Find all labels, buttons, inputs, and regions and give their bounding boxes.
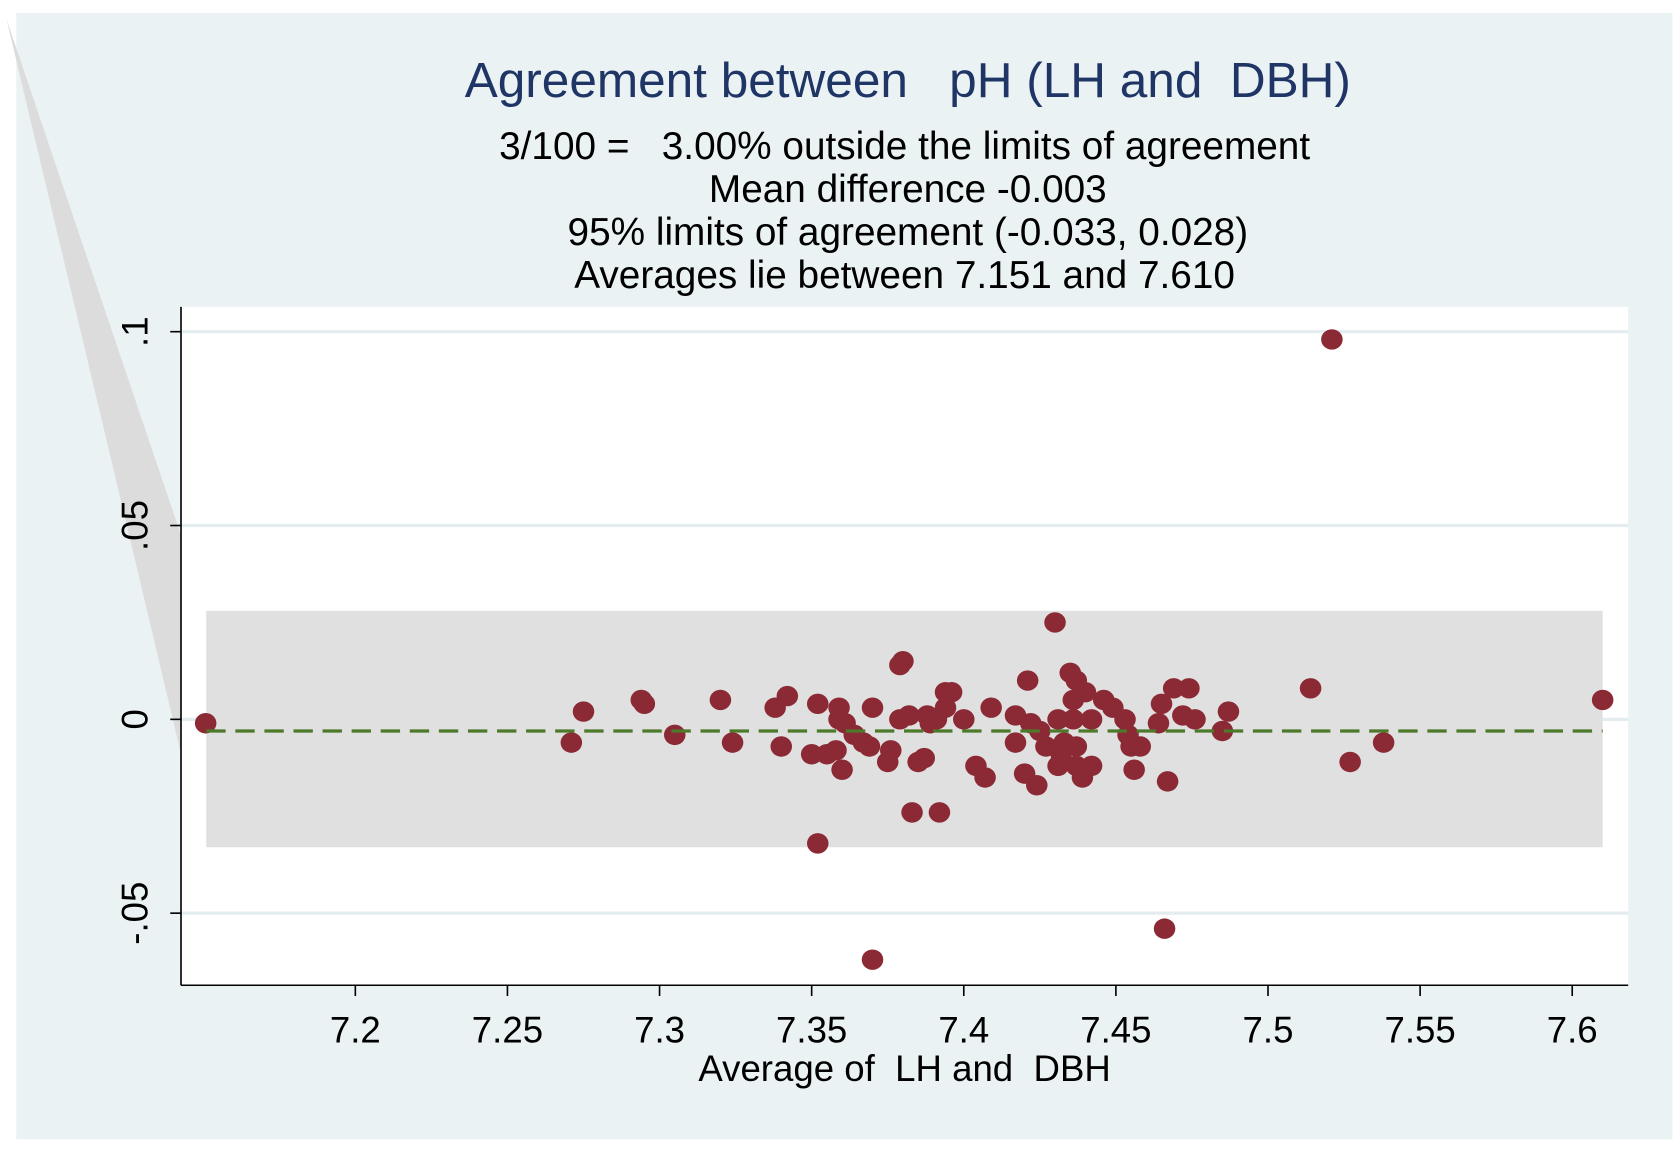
y-tick-label: 0 — [115, 709, 156, 729]
x-tick-label: 7.45 — [1080, 1009, 1151, 1050]
point — [1162, 678, 1185, 699]
point — [940, 681, 963, 703]
point — [1062, 709, 1085, 730]
point — [572, 701, 595, 722]
point — [1047, 709, 1069, 730]
point — [1029, 720, 1051, 742]
x-tick-label: 7.35 — [776, 1009, 847, 1050]
point — [861, 697, 884, 718]
x-tick-label: 7.25 — [472, 1009, 543, 1050]
point — [1211, 720, 1234, 742]
point — [663, 724, 686, 746]
subtitle: 95% limits of agreement (-0.033, 0.028) — [568, 211, 1249, 254]
x-tick-label: 7.6 — [1547, 1009, 1598, 1050]
point — [1150, 693, 1173, 715]
subtitle: Averages lie between 7.151 and 7.610 — [574, 254, 1235, 297]
y-tick-label: .1 — [115, 316, 156, 347]
point — [709, 689, 732, 711]
point — [1026, 775, 1048, 796]
point — [1074, 681, 1097, 703]
point — [194, 712, 217, 734]
point — [1178, 678, 1200, 699]
point — [901, 802, 923, 823]
point — [1217, 701, 1240, 722]
point — [1147, 712, 1170, 734]
point — [1184, 709, 1206, 730]
y-tick-label: -.05 — [115, 882, 156, 945]
y-tick-label: .05 — [115, 500, 156, 551]
point — [861, 949, 884, 970]
point — [1123, 759, 1145, 780]
subtitle: Mean difference -0.003 — [709, 168, 1107, 211]
point — [800, 743, 823, 765]
x-tick-label: 7.3 — [634, 1009, 685, 1050]
subtitle: 3/100 = 3.00% outside the limits of agre… — [499, 125, 1310, 168]
point — [980, 697, 1002, 718]
point — [806, 833, 829, 854]
point — [913, 747, 935, 769]
plot: -.05 0 .05 .1 7.2 7.25 7.3 7.35 7.4 7.45 7.5 7.55 7.… — [115, 306, 1629, 1050]
x-axis-label: Average of LH and DBH — [698, 1048, 1110, 1089]
scan-artifact — [6, 19, 207, 851]
point — [825, 740, 847, 761]
point — [776, 685, 799, 707]
point — [934, 697, 957, 718]
point — [560, 732, 583, 753]
point — [721, 732, 744, 753]
point — [892, 650, 914, 672]
point — [770, 736, 793, 757]
x-tick-label: 7.5 — [1243, 1009, 1294, 1050]
point — [974, 767, 996, 788]
point — [898, 705, 920, 726]
point — [1065, 736, 1088, 757]
point — [928, 802, 951, 823]
point — [1016, 670, 1039, 691]
point — [831, 759, 853, 780]
point — [1044, 612, 1066, 633]
x-tick-label: 7.2 — [330, 1009, 381, 1050]
point — [1339, 751, 1361, 773]
point — [1321, 329, 1343, 350]
point — [1114, 709, 1136, 730]
point — [1299, 678, 1322, 699]
point — [1372, 732, 1395, 753]
chart-title: Agreement between pH (LH and DBH) — [465, 53, 1351, 108]
point — [879, 740, 902, 761]
x-tick-label: 7.55 — [1384, 1009, 1455, 1050]
x-tick-label: 7.4 — [938, 1009, 989, 1050]
point — [633, 693, 656, 715]
point — [1080, 709, 1103, 730]
point — [858, 736, 881, 757]
point — [1004, 732, 1027, 753]
point — [1156, 771, 1179, 792]
point — [1129, 736, 1151, 757]
point — [1080, 755, 1103, 777]
point — [806, 693, 829, 715]
point — [953, 709, 975, 730]
point — [1153, 918, 1176, 939]
point — [1591, 689, 1614, 711]
